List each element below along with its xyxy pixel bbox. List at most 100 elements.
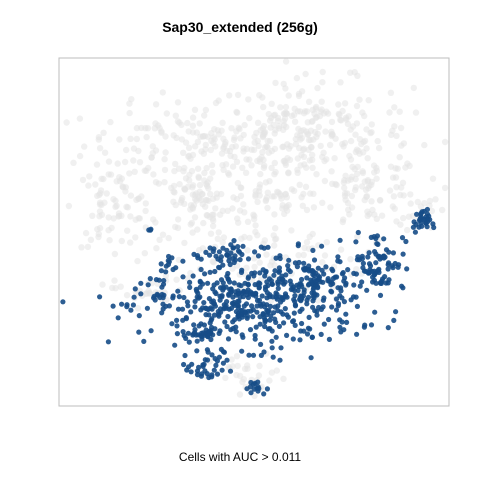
auc-cell-point — [248, 390, 254, 396]
background-cell-point — [251, 263, 258, 271]
auc-cell-point — [418, 210, 424, 216]
background-cell-point — [201, 112, 208, 119]
auc-cell-point — [304, 297, 310, 303]
background-cell-point — [260, 164, 268, 171]
background-cell-point — [318, 98, 325, 105]
background-cell-point — [282, 190, 289, 198]
auc-cell-point — [158, 261, 164, 267]
background-cell-point — [229, 163, 237, 170]
background-cell-point — [200, 150, 207, 157]
background-cell-point — [240, 131, 247, 139]
auc-cell-point — [333, 296, 340, 302]
background-cell-point — [178, 136, 186, 143]
background-cell-point — [376, 197, 384, 204]
background-cell-point — [298, 127, 305, 135]
background-cell-point — [173, 276, 180, 283]
background-cell-point — [295, 252, 302, 259]
background-cell-point — [189, 182, 197, 189]
auc-cell-point — [272, 304, 278, 310]
background-cell-point — [126, 109, 133, 117]
background-cell-point — [266, 377, 273, 384]
auc-cell-point — [385, 325, 391, 331]
background-cell-point — [96, 208, 104, 215]
auc-cell-point — [224, 323, 230, 330]
auc-cell-point — [261, 391, 267, 397]
background-cell-point — [161, 179, 168, 186]
auc-cell-point — [325, 276, 331, 282]
background-cell-point — [317, 142, 324, 150]
auc-cell-point — [269, 345, 275, 351]
auc-cell-point — [321, 271, 327, 277]
background-cell-point — [174, 118, 182, 125]
background-cell-point — [407, 191, 414, 198]
background-cell-point — [378, 212, 386, 219]
background-cell-point — [131, 168, 138, 175]
background-cell-point — [155, 180, 162, 187]
auc-cell-point — [224, 247, 230, 253]
auc-cell-point — [277, 294, 283, 300]
auc-cell-point — [268, 313, 274, 319]
background-cell-point — [81, 143, 88, 150]
auc-cell-point — [250, 381, 256, 387]
background-cell-point — [100, 129, 107, 136]
background-cell-point — [398, 184, 405, 191]
background-cell-point — [393, 132, 400, 140]
auc-cell-point — [243, 309, 249, 316]
background-cell-point — [234, 91, 242, 99]
auc-cell-point — [176, 294, 182, 300]
background-cell-point — [400, 140, 408, 147]
auc-cell-point — [267, 303, 273, 309]
background-cell-point — [288, 112, 296, 120]
auc-cell-point — [180, 274, 186, 280]
background-cell-point — [229, 143, 236, 151]
background-cell-point — [345, 206, 352, 213]
background-cell-point — [189, 229, 196, 236]
auc-cell-point — [269, 338, 275, 344]
background-cell-point — [208, 137, 215, 144]
background-cell-point — [245, 96, 252, 103]
background-cell-point — [192, 196, 199, 203]
auc-cell-point — [298, 294, 304, 300]
background-cell-point — [156, 236, 163, 243]
auc-cell-point — [328, 282, 334, 288]
auc-cell-point — [232, 253, 238, 259]
background-cell-point — [115, 210, 123, 217]
background-cell-point — [224, 207, 231, 214]
background-cell-point — [244, 218, 252, 225]
auc-cell-point — [309, 334, 315, 340]
auc-cell-point — [179, 306, 186, 312]
background-cell-point — [371, 211, 378, 218]
auc-cell-point — [181, 361, 187, 368]
background-cell-point — [240, 201, 247, 208]
background-cell-point — [313, 103, 320, 111]
background-cell-point — [200, 219, 207, 227]
background-cell-point — [319, 199, 326, 206]
background-cell-point — [85, 182, 92, 189]
background-cell-point — [209, 258, 216, 265]
auc-cell-point — [310, 247, 316, 253]
auc-cell-point — [216, 330, 222, 336]
background-cell-point — [237, 192, 245, 200]
background-cell-point — [285, 92, 292, 99]
auc-cell-point — [184, 367, 190, 373]
background-cell-point — [323, 239, 330, 246]
background-cell-point — [319, 68, 326, 76]
background-cell-point — [136, 215, 143, 222]
auc-cell-point — [341, 299, 347, 305]
background-cell-point — [291, 105, 298, 113]
auc-cell-point — [224, 357, 230, 363]
auc-cell-point — [202, 271, 208, 277]
background-cell-point — [305, 98, 313, 106]
auc-cell-point — [315, 265, 321, 271]
auc-cell-point — [252, 332, 258, 339]
auc-cell-point — [207, 331, 213, 337]
auc-cell-point — [226, 291, 232, 297]
auc-cell-point — [312, 292, 318, 298]
background-cell-point — [208, 161, 216, 169]
background-cell-point — [344, 177, 352, 184]
background-cell-point — [291, 118, 299, 125]
background-cell-point — [319, 259, 326, 266]
auc-cell-point — [343, 311, 349, 317]
auc-cell-point — [194, 288, 200, 294]
background-cell-point — [256, 184, 263, 191]
